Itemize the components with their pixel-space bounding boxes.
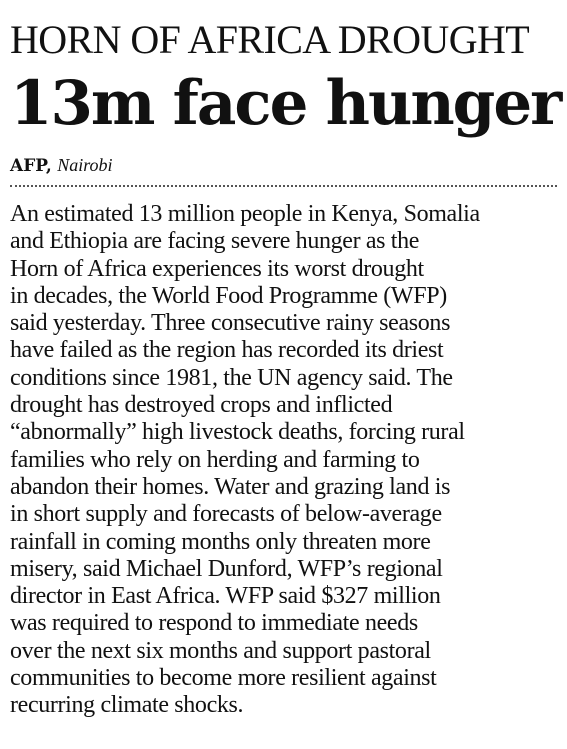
body-line: An estimated 13 million people in Kenya,… [10, 201, 480, 227]
byline-agency: AFP, [10, 156, 52, 176]
body-line: Horn of Africa experiences its worst dro… [10, 255, 424, 282]
body-line: drought has destroyed crops and inflicte… [10, 392, 393, 419]
body-line: in short supply and forecasts of below-a… [10, 501, 442, 528]
dotted-divider [10, 185, 557, 187]
body-line: communities to become more resilient aga… [10, 665, 437, 692]
article-headline: 13m face hunger [10, 68, 562, 139]
body-line: director in East Africa. WFP said $327 m… [10, 583, 441, 610]
body-line: in decades, the World Food Programme (WF… [10, 282, 447, 309]
body-line: conditions since 1981, the UN agency sai… [10, 364, 453, 391]
news-article: HORN OF AFRICA DROUGHT 13m face hunger A… [10, 0, 562, 720]
body-line: rainfall in coming months only threaten … [10, 528, 431, 555]
body-line: recurring climate shocks. [10, 692, 244, 719]
body-line: said yesterday. Three consecutive rainy … [10, 310, 451, 337]
byline-location: Nairobi [57, 155, 113, 175]
body-line: misery, said Michael Dunford, WFP’s regi… [10, 555, 443, 582]
article-body: An estimated 13 million people in Kenya,… [10, 201, 557, 720]
body-line: abandon their homes. Water and grazing l… [10, 473, 451, 500]
article-kicker: HORN OF AFRICA DROUGHT [10, 17, 530, 62]
body-line: “abnormally” high livestock deaths, forc… [10, 419, 465, 446]
body-line: over the next six months and support pas… [10, 637, 431, 664]
body-line: and Ethiopia are facing severe hunger as… [10, 228, 420, 255]
article-byline: AFP, Nairobi [10, 154, 557, 177]
body-line: was required to respond to immediate nee… [10, 610, 418, 637]
body-line: families who rely on herding and farming… [10, 446, 420, 473]
body-line: have failed as the region has recorded i… [10, 337, 444, 364]
